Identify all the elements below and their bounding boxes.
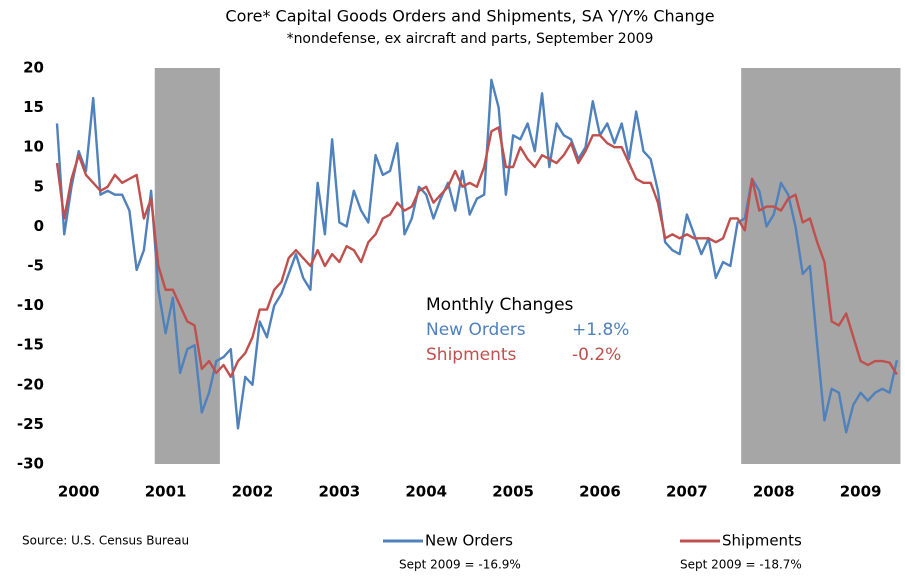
source: Source: U.S. Census Bureau	[22, 534, 189, 548]
y-tick-label: -20	[17, 375, 44, 393]
annotation-value: +1.8%	[572, 320, 629, 340]
x-tick-label: 2007	[666, 483, 708, 501]
y-tick-label: -30	[17, 455, 44, 473]
chart-title: Core* Capital Goods Orders and Shipments…	[225, 7, 714, 26]
y-tick-label: 10	[23, 138, 44, 156]
recession-shade	[741, 68, 901, 464]
legend-label: New Orders	[425, 532, 513, 550]
x-tick-label: 2009	[840, 483, 882, 501]
x-tick-label: 2001	[145, 483, 187, 501]
chart-subtitle: *nondefense, ex aircraft and parts, Sept…	[287, 31, 654, 47]
x-tick-label: 2005	[492, 483, 534, 501]
legend-note: Sept 2009 = -18.7%	[680, 558, 802, 572]
annotation-label: Shipments	[426, 345, 517, 365]
y-tick-label: 20	[23, 59, 44, 77]
legend-note: Sept 2009 = -16.9%	[399, 558, 521, 572]
x-tick-label: 2006	[579, 483, 621, 501]
x-tick-label: 2002	[232, 483, 274, 501]
y-tick-label: 5	[34, 177, 44, 195]
x-tick-label: 2004	[405, 483, 447, 501]
annotation-title: Monthly Changes	[426, 295, 574, 315]
y-tick-label: -25	[17, 415, 44, 433]
y-tick-label: -15	[17, 336, 44, 354]
annotation-value: -0.2%	[572, 345, 621, 365]
x-tick-label: 2008	[753, 483, 795, 501]
recession-shade	[154, 68, 220, 464]
y-tick-label: 0	[34, 217, 44, 235]
legend-label: Shipments	[722, 532, 802, 550]
x-tick-label: 2000	[58, 483, 100, 501]
series-line	[55, 78, 899, 434]
y-tick-label: 15	[23, 98, 44, 116]
annotation-label: New Orders	[426, 320, 526, 340]
y-tick-label: -10	[17, 296, 44, 314]
series-line	[55, 126, 898, 379]
x-tick-label: 2003	[318, 483, 360, 501]
y-tick-label: -5	[27, 257, 44, 275]
